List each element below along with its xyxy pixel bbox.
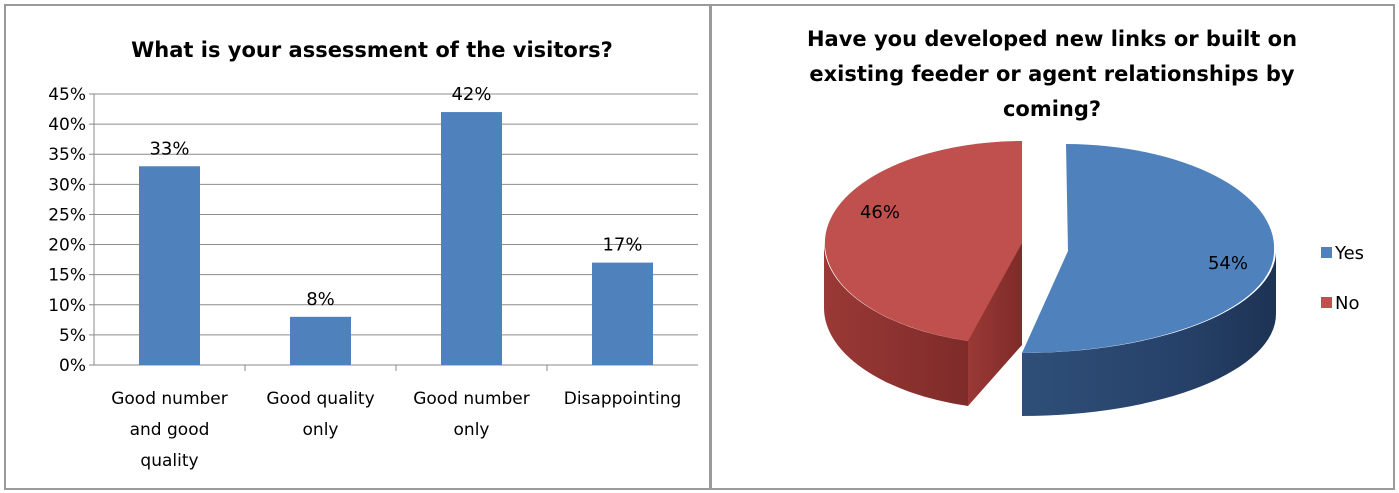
pie-slice-yes [1022, 144, 1275, 353]
legend-label-yes: Yes [1334, 243, 1364, 264]
bar [592, 262, 653, 365]
bar [290, 316, 351, 365]
bar-chart-bars [139, 112, 653, 365]
bar-chart-x-axis: Good number and good quality Good quality on… [111, 389, 681, 471]
pie-chart: Have you developed new links or built on… [807, 27, 1364, 416]
x-tick-label: Good number [111, 389, 228, 409]
x-tick-label: quality [140, 451, 198, 471]
y-tick-label: 20% [48, 236, 86, 256]
pie-slice-yes-depth [1022, 251, 1276, 416]
x-tick-label: only [303, 420, 339, 440]
y-tick-label: 10% [48, 296, 86, 316]
legend-swatch-yes [1321, 247, 1332, 258]
x-tick-label: Good number [413, 389, 530, 409]
x-tick-label: Good quality [266, 389, 374, 409]
pie-chart-title-line-1: Have you developed new links or built on [807, 27, 1297, 51]
bar-chart-panel: What is your assessment of the visitors?… [4, 4, 710, 490]
pie-slice-no [824, 141, 1022, 341]
bar [441, 112, 502, 365]
bar-data-label: 42% [451, 84, 491, 105]
pie-chart-title-line-3: coming? [1003, 97, 1101, 121]
bar-data-label: 8% [306, 289, 335, 310]
y-tick-label: 15% [48, 266, 86, 286]
bar-chart-y-axis: 0% 5% 10% 15% 20% 25% 30% 35% 40% 45% [48, 85, 86, 376]
y-tick-label: 40% [48, 115, 86, 135]
x-tick-label: and good [130, 420, 210, 440]
y-tick-label: 5% [59, 326, 86, 346]
pie-slice-no-side [968, 243, 1022, 406]
y-tick-label: 25% [48, 205, 86, 225]
pie-data-label-yes: 54% [1208, 253, 1248, 274]
y-tick-label: 0% [59, 356, 86, 376]
x-tick-label: only [454, 420, 490, 440]
legend-label-no: No [1335, 293, 1359, 314]
legend-swatch-no [1321, 297, 1332, 308]
y-tick-label: 30% [48, 175, 86, 195]
pie-chart-panel: Have you developed new links or built on… [710, 4, 1395, 490]
bar-data-label: 33% [149, 138, 189, 159]
x-tick-label: Disappointing [564, 389, 682, 409]
bar-chart-data-labels: 33% 8% 42% 17% [149, 84, 642, 310]
bar-data-label: 17% [602, 235, 642, 256]
bar-chart: What is your assessment of the visitors?… [48, 38, 698, 471]
pie-legend: Yes No [1321, 243, 1364, 314]
pie-slice-no-depth [824, 243, 968, 406]
pie-data-label-no: 46% [860, 202, 900, 223]
y-tick-label: 45% [48, 85, 86, 105]
bar [139, 166, 200, 365]
pie-chart-title-line-2: existing feeder or agent relationships b… [809, 62, 1295, 86]
y-tick-label: 35% [48, 145, 86, 165]
bar-chart-title: What is your assessment of the visitors? [131, 38, 613, 62]
